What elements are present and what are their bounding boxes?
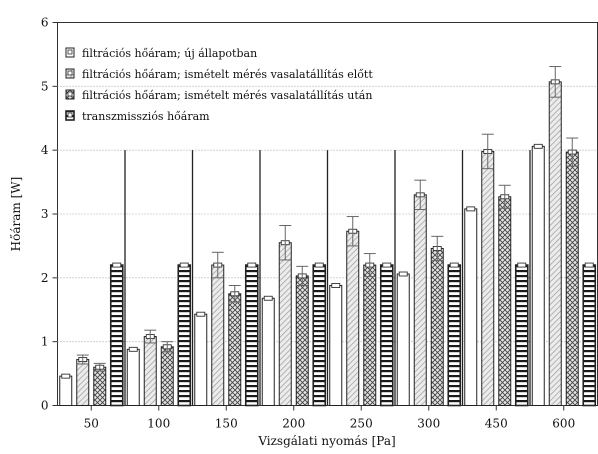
- bar: [59, 375, 73, 406]
- bar-marker: [314, 262, 324, 268]
- legend-label: filtrációs hőáram; ismételt mérés vasala…: [82, 89, 372, 102]
- bar: [413, 194, 427, 406]
- y-tick-label: 6: [41, 16, 49, 30]
- bar: [379, 264, 394, 407]
- x-tick-label: 150: [215, 417, 238, 431]
- bar: [548, 81, 562, 407]
- bar: [430, 247, 444, 406]
- bar: [464, 208, 478, 406]
- bar-marker: [533, 143, 543, 149]
- bar-marker: [196, 311, 206, 317]
- legend-swatch-marker: [67, 49, 73, 55]
- bar: [295, 275, 309, 406]
- y-tick-label: 4: [41, 143, 49, 157]
- bar-marker: [466, 206, 476, 212]
- y-axis-title: Hőáram [W]: [9, 177, 23, 252]
- bar: [514, 264, 529, 407]
- bar: [76, 359, 90, 407]
- bar-marker: [61, 373, 71, 379]
- bar: [211, 264, 225, 407]
- bar: [126, 348, 140, 406]
- bar: [261, 297, 275, 407]
- legend-label: transzmissziós hőáram: [82, 110, 210, 123]
- y-tick-label: 1: [41, 335, 49, 349]
- bar: [346, 230, 360, 406]
- bar: [481, 150, 495, 406]
- x-tick-label: 450: [485, 417, 508, 431]
- legend: filtrációs hőáram; új állapotban filtráci…: [65, 47, 373, 123]
- legend-label: filtrációs hőáram; új állapotban: [82, 47, 257, 60]
- bar-marker: [128, 346, 138, 352]
- bar: [160, 346, 174, 407]
- bar: [312, 264, 327, 407]
- bar: [177, 264, 192, 407]
- bar-marker: [382, 262, 392, 268]
- y-tick-label: 3: [41, 207, 49, 221]
- x-axis-title: Vizsgálati nyomás [Pa]: [257, 434, 395, 448]
- bar-marker: [584, 262, 594, 268]
- bar-marker: [247, 262, 257, 268]
- x-tick-label: 50: [84, 417, 99, 431]
- x-tick-label: 250: [350, 417, 373, 431]
- bar: [565, 151, 579, 406]
- bar: [143, 336, 157, 406]
- x-tick-label: 200: [282, 417, 305, 431]
- y-tick-label: 2: [41, 271, 49, 285]
- bar: [194, 313, 208, 406]
- x-tick-label: 100: [147, 417, 170, 431]
- y-axis: 0 1 2 3 4 5 6: [41, 16, 58, 413]
- bar: [93, 366, 107, 407]
- bar: [278, 242, 292, 406]
- bar: [363, 264, 377, 407]
- bar: [447, 264, 462, 407]
- bar-marker: [398, 271, 408, 277]
- bar: [396, 273, 410, 406]
- bar-marker: [179, 262, 189, 268]
- x-tick-label: 600: [552, 417, 575, 431]
- category-separators: [124, 150, 531, 406]
- legend-swatch-marker: [67, 70, 73, 76]
- bar-marker: [263, 295, 273, 301]
- bar-marker: [517, 262, 527, 268]
- bar-marker: [449, 262, 459, 268]
- error-bars: [76, 66, 579, 372]
- y-tick-label: 5: [41, 79, 49, 93]
- y-tick-label: 0: [41, 399, 49, 413]
- bar: [228, 293, 242, 406]
- x-tick-label: 300: [417, 417, 440, 431]
- x-axis: 50 100 150 200 250 300 450 600: [84, 405, 575, 431]
- legend-swatch-marker: [67, 112, 73, 118]
- bar-marker: [112, 262, 122, 268]
- bar: [531, 145, 545, 406]
- bar: [329, 284, 343, 407]
- bar: [109, 264, 124, 407]
- bar-marker: [331, 283, 341, 288]
- legend-label: filtrációs hőáram; ismételt mérés vasala…: [82, 68, 373, 81]
- bar: [498, 196, 512, 406]
- bar: [244, 264, 259, 407]
- bar: [582, 264, 597, 407]
- legend-swatch-marker: [67, 91, 73, 97]
